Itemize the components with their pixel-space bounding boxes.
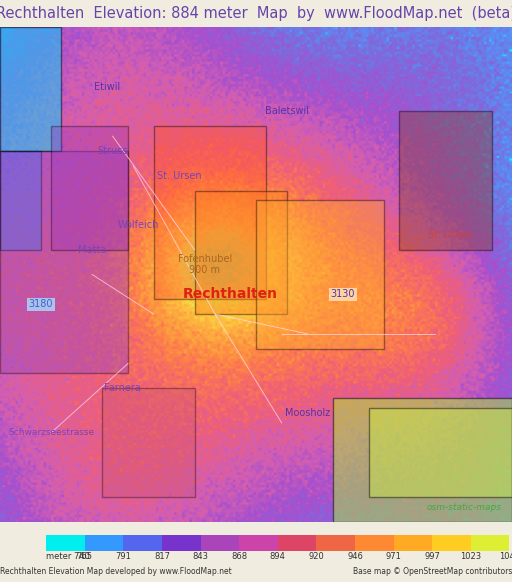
Text: Baletswil: Baletswil: [265, 107, 309, 116]
Text: 3130: 3130: [331, 289, 355, 299]
Text: 791: 791: [115, 552, 131, 561]
Bar: [46, 535, 84, 551]
Text: 1049: 1049: [499, 552, 512, 561]
Text: Moosholz: Moosholz: [285, 408, 330, 418]
Bar: [278, 535, 316, 551]
FancyBboxPatch shape: [399, 112, 492, 250]
FancyBboxPatch shape: [102, 388, 195, 497]
Text: St. Ursen: St. Ursen: [157, 171, 202, 180]
Text: 920: 920: [309, 552, 324, 561]
Text: Matta: Matta: [78, 245, 106, 255]
Text: Rechthalten: Rechthalten: [183, 288, 278, 301]
Text: Rechthalten  Elevation: 884 meter  Map  by  www.FloodMap.net  (beta): Rechthalten Elevation: 884 meter Map by …: [0, 6, 512, 21]
Text: 894: 894: [270, 552, 286, 561]
FancyBboxPatch shape: [195, 190, 287, 314]
Text: 868: 868: [231, 552, 247, 561]
Bar: [84, 535, 123, 551]
Text: 1023: 1023: [460, 552, 481, 561]
FancyBboxPatch shape: [154, 126, 266, 299]
Text: 971: 971: [386, 552, 401, 561]
Bar: [201, 535, 239, 551]
Text: Base map © OpenStreetMap contributors: Base map © OpenStreetMap contributors: [353, 567, 512, 576]
Bar: [162, 535, 201, 551]
Bar: [123, 535, 162, 551]
Text: 765: 765: [77, 552, 93, 561]
Bar: [394, 535, 432, 551]
Bar: [239, 535, 278, 551]
Text: 817: 817: [154, 552, 170, 561]
Text: osm-static-maps: osm-static-maps: [427, 503, 502, 512]
Text: Wolfeich: Wolfeich: [118, 220, 159, 230]
Text: Farnera: Farnera: [104, 383, 141, 393]
FancyBboxPatch shape: [256, 200, 384, 349]
Text: Struss: Struss: [97, 146, 128, 156]
FancyBboxPatch shape: [0, 27, 61, 151]
FancyBboxPatch shape: [333, 398, 512, 521]
Text: 946: 946: [347, 552, 363, 561]
Text: Schwarzseestrasse: Schwarzseestrasse: [8, 428, 94, 437]
FancyBboxPatch shape: [0, 151, 41, 250]
Bar: [432, 535, 471, 551]
Text: 997: 997: [424, 552, 440, 561]
Text: Fofenhubel
900 m: Fofenhubel 900 m: [178, 254, 232, 275]
Bar: [355, 535, 394, 551]
FancyBboxPatch shape: [51, 126, 128, 250]
Bar: [471, 535, 509, 551]
FancyBboxPatch shape: [369, 408, 512, 497]
Text: 3180: 3180: [29, 299, 53, 309]
Text: Rechthalten Elevation Map developed by www.FloodMap.net: Rechthalten Elevation Map developed by w…: [0, 567, 232, 576]
FancyBboxPatch shape: [0, 151, 128, 374]
Text: meter 740: meter 740: [46, 552, 90, 561]
Text: St. Ursen: St. Ursen: [428, 230, 473, 240]
Text: Etiwil: Etiwil: [94, 81, 121, 92]
Text: 843: 843: [193, 552, 208, 561]
Bar: [316, 535, 355, 551]
